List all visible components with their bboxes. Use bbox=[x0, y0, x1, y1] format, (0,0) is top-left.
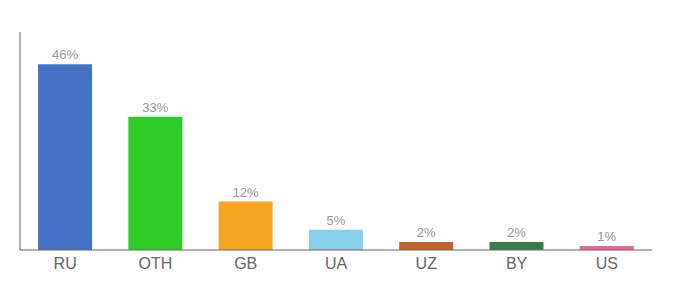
svg-text:33%: 33% bbox=[142, 100, 168, 115]
svg-text:5%: 5% bbox=[327, 213, 346, 228]
svg-text:2%: 2% bbox=[507, 225, 526, 240]
svg-text:1%: 1% bbox=[597, 229, 616, 244]
svg-text:2%: 2% bbox=[417, 225, 436, 240]
svg-text:BY: BY bbox=[506, 255, 528, 272]
svg-text:US: US bbox=[596, 255, 618, 272]
svg-text:GB: GB bbox=[234, 255, 257, 272]
svg-text:12%: 12% bbox=[233, 185, 259, 200]
svg-text:46%: 46% bbox=[52, 47, 78, 62]
svg-text:RU: RU bbox=[54, 255, 77, 272]
svg-text:UZ: UZ bbox=[416, 255, 438, 272]
svg-text:UA: UA bbox=[325, 255, 348, 272]
svg-text:OTH: OTH bbox=[139, 255, 173, 272]
